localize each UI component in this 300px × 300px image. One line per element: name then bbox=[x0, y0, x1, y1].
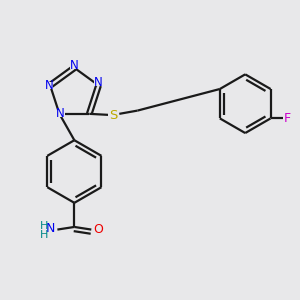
Bar bbox=[108, 111, 119, 119]
Text: O: O bbox=[93, 223, 103, 236]
Text: N: N bbox=[46, 222, 56, 235]
Text: N: N bbox=[44, 79, 53, 92]
Bar bbox=[94, 79, 103, 86]
Bar bbox=[56, 110, 65, 117]
Text: S: S bbox=[109, 109, 118, 122]
Bar bbox=[70, 61, 79, 69]
Text: N: N bbox=[56, 107, 65, 120]
Bar bbox=[46, 225, 56, 232]
Text: N: N bbox=[94, 76, 103, 89]
Text: F: F bbox=[284, 112, 291, 125]
Bar bbox=[283, 115, 292, 122]
Text: N: N bbox=[70, 59, 79, 72]
Bar bbox=[93, 226, 103, 233]
Bar bbox=[44, 82, 53, 89]
Text: H: H bbox=[40, 221, 48, 231]
Text: H: H bbox=[40, 230, 48, 240]
